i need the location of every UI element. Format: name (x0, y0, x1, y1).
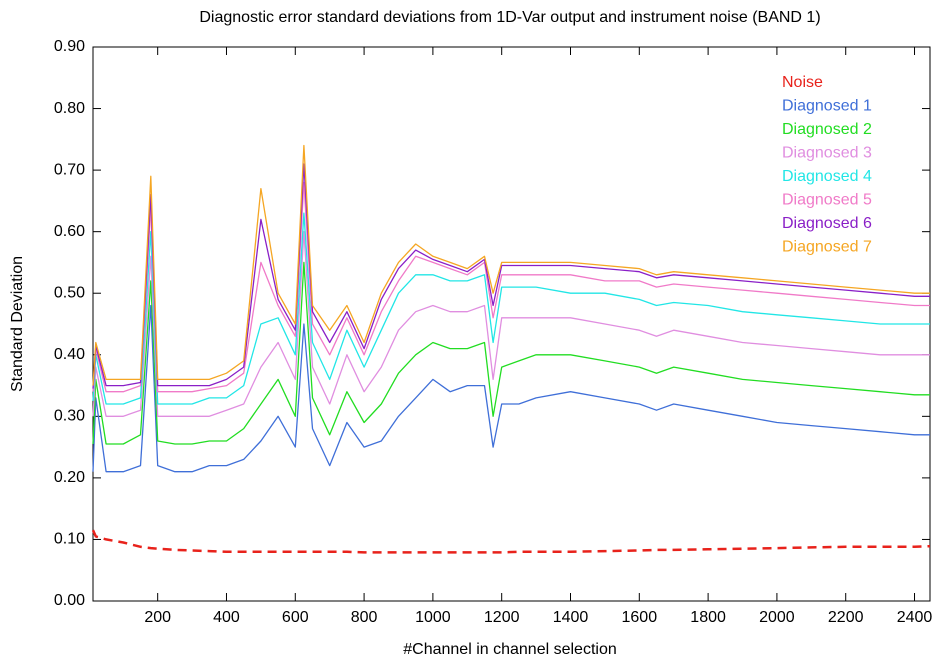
legend-label: Diagnosed 5 (782, 192, 872, 209)
y-tick-label: 0.90 (54, 38, 85, 55)
series-line (92, 261, 930, 445)
chart-title: Diagnostic error standard deviations fro… (199, 9, 820, 26)
legend-label: Noise (782, 74, 823, 91)
x-tick-label: 2400 (897, 609, 933, 626)
series-line (92, 144, 930, 386)
series-line (92, 181, 930, 393)
x-tick-label: 200 (144, 609, 171, 626)
y-tick-label: 0.50 (54, 284, 85, 301)
legend-label: Diagnosed 2 (782, 121, 872, 138)
x-tick-label: 600 (282, 609, 309, 626)
x-tick-label: 1600 (622, 609, 658, 626)
y-tick-label: 0.80 (54, 100, 85, 117)
series-line (92, 163, 930, 389)
x-tick-label: 2200 (828, 609, 864, 626)
x-tick-label: 1400 (553, 609, 589, 626)
series-line (92, 231, 930, 417)
legend-label: Diagnosed 7 (782, 239, 872, 256)
y-tick-label: 0.40 (54, 346, 85, 363)
y-tick-label: 0.00 (54, 592, 85, 609)
y-axis-label: Standard Deviation (9, 256, 26, 392)
y-tick-label: 0.20 (54, 469, 85, 486)
legend-label: Diagnosed 6 (782, 215, 872, 232)
series-line (92, 212, 930, 405)
y-tick-label: 0.60 (54, 223, 85, 240)
x-axis-label: #Channel in channel selection (403, 641, 616, 658)
x-tick-label: 1000 (415, 609, 451, 626)
x-tick-label: 400 (213, 609, 240, 626)
x-tick-label: 2000 (759, 609, 795, 626)
y-tick-label: 0.70 (54, 161, 85, 178)
series-line (91, 529, 931, 554)
x-tick-label: 1800 (690, 609, 726, 626)
legend-label: Diagnosed 4 (782, 168, 872, 185)
x-tick-label: 800 (351, 609, 378, 626)
series-line (92, 304, 930, 473)
y-tick-label: 0.30 (54, 408, 85, 425)
y-tick-label: 0.10 (54, 531, 85, 548)
legend-label: Diagnosed 1 (782, 98, 872, 115)
legend-label: Diagnosed 3 (782, 145, 872, 162)
x-tick-label: 1200 (484, 609, 520, 626)
